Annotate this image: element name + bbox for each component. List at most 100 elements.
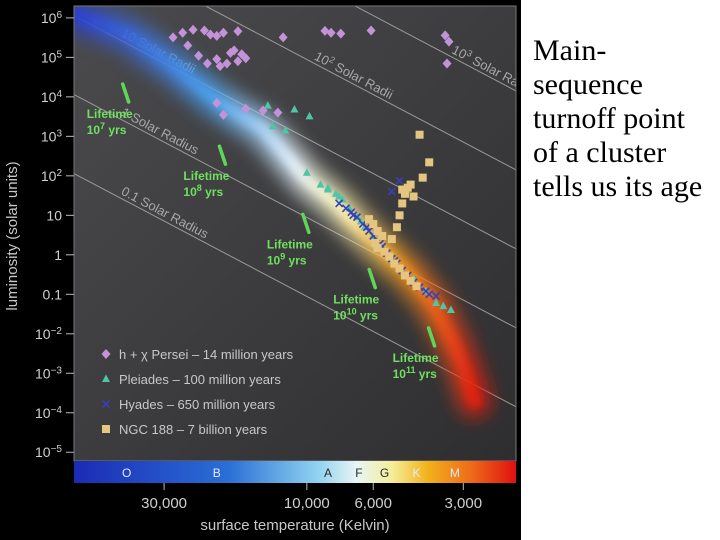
spectral-class-label: A [324, 466, 332, 480]
spectral-class-label: G [380, 466, 389, 480]
data-point [409, 192, 418, 201]
data-point [364, 215, 373, 224]
data-point [425, 158, 434, 167]
data-point [406, 276, 415, 285]
lifetime-value: 107 yrs [87, 121, 127, 137]
y-axis-label: luminosity (solar units) [4, 161, 21, 310]
data-points [168, 24, 455, 314]
radius-line [74, 173, 516, 408]
data-point [400, 189, 409, 198]
lifetime-label: Lifetime [183, 169, 229, 183]
data-point [188, 24, 198, 35]
series-diamond [168, 24, 454, 120]
y-tick-label: 10−4 [35, 404, 62, 421]
data-point [229, 45, 239, 56]
spectral-class-label: K [413, 466, 421, 480]
lifetime-label: Lifetime [333, 293, 379, 307]
data-point [446, 305, 455, 314]
lifetime-pointer [367, 267, 377, 290]
data-point [362, 223, 371, 232]
data-point [194, 50, 204, 61]
data-point [233, 26, 243, 37]
y-tick-label: 1 [54, 247, 62, 263]
data-point [387, 235, 396, 244]
data-point [273, 107, 283, 118]
data-point [178, 27, 188, 38]
data-point [439, 301, 448, 310]
lifetime-value: 109 yrs [267, 251, 307, 267]
data-point [415, 130, 424, 139]
lifetime-label: Lifetime [87, 107, 133, 121]
lifetime-pointer [217, 144, 228, 166]
data-point [218, 109, 228, 120]
data-point [380, 247, 389, 256]
data-point [290, 104, 299, 113]
data-point [385, 252, 394, 261]
data-point [212, 97, 222, 108]
data-point [395, 264, 404, 273]
y-tick-label: 10−3 [35, 365, 62, 382]
data-point [305, 111, 314, 120]
y-tick-label: 10−5 [35, 444, 62, 461]
data-point [387, 187, 396, 196]
lifetime-label: Lifetime [393, 351, 439, 365]
radius-line [204, 6, 516, 171]
x-tick-label: 30,000 [141, 495, 187, 512]
legend-marker [101, 349, 111, 359]
data-point [432, 298, 441, 307]
data-point [222, 58, 232, 69]
data-point [371, 238, 380, 247]
legend-entry: Pleiades – 100 million years [119, 372, 281, 387]
data-point [268, 121, 277, 130]
data-point [356, 216, 365, 225]
data-point [366, 25, 376, 36]
spectral-class-label: B [213, 466, 221, 480]
series-square [364, 130, 434, 291]
legend-marker [102, 425, 110, 433]
data-point [442, 58, 452, 69]
data-point [395, 211, 404, 220]
data-point [418, 173, 427, 182]
legend-entry: NGC 188 – 7 billion years [119, 422, 268, 437]
data-point [281, 126, 290, 134]
data-point [349, 211, 358, 220]
data-point [202, 58, 212, 69]
data-point [392, 223, 401, 232]
legend: h + χ Persei – 14 million years Pleiades … [101, 347, 294, 437]
data-point [199, 25, 209, 36]
lifetime-pointer [120, 82, 131, 104]
data-point [444, 36, 454, 47]
spectral-class-bar [74, 461, 516, 483]
legend-marker [102, 374, 110, 382]
lifetime-pointer [426, 326, 437, 348]
data-point [369, 220, 378, 229]
data-point [400, 271, 409, 280]
data-point [278, 32, 288, 43]
data-point [440, 30, 450, 41]
legend-entry: Hyades – 650 million years [119, 397, 276, 412]
data-point [425, 290, 434, 299]
data-point [390, 259, 399, 268]
hr-diagram-panel: 102 Solar Radii 103 Solar Radii 10 Solar R… [0, 0, 521, 540]
x-axis-label: surface temperature (Kelvin) [200, 517, 389, 534]
y-tick-label: 105 [41, 49, 63, 66]
lifetime-value: 108 yrs [183, 183, 223, 199]
data-point [336, 28, 346, 39]
caption-text: Main-sequence turnoff point of a cluster… [533, 34, 703, 203]
data-point [395, 176, 404, 185]
plot-area [74, 6, 516, 461]
data-point [263, 101, 272, 109]
data-point [212, 30, 222, 41]
spectral-class-label: O [122, 466, 131, 480]
x-tick-label: 6,000 [354, 495, 392, 512]
data-point [398, 185, 407, 194]
data-point [316, 180, 325, 188]
lifetime-value: 1011 yrs [393, 365, 438, 381]
data-point [431, 292, 441, 301]
data-point [183, 40, 193, 51]
data-point [302, 168, 311, 176]
x-tick-label: 10,000 [284, 495, 330, 512]
